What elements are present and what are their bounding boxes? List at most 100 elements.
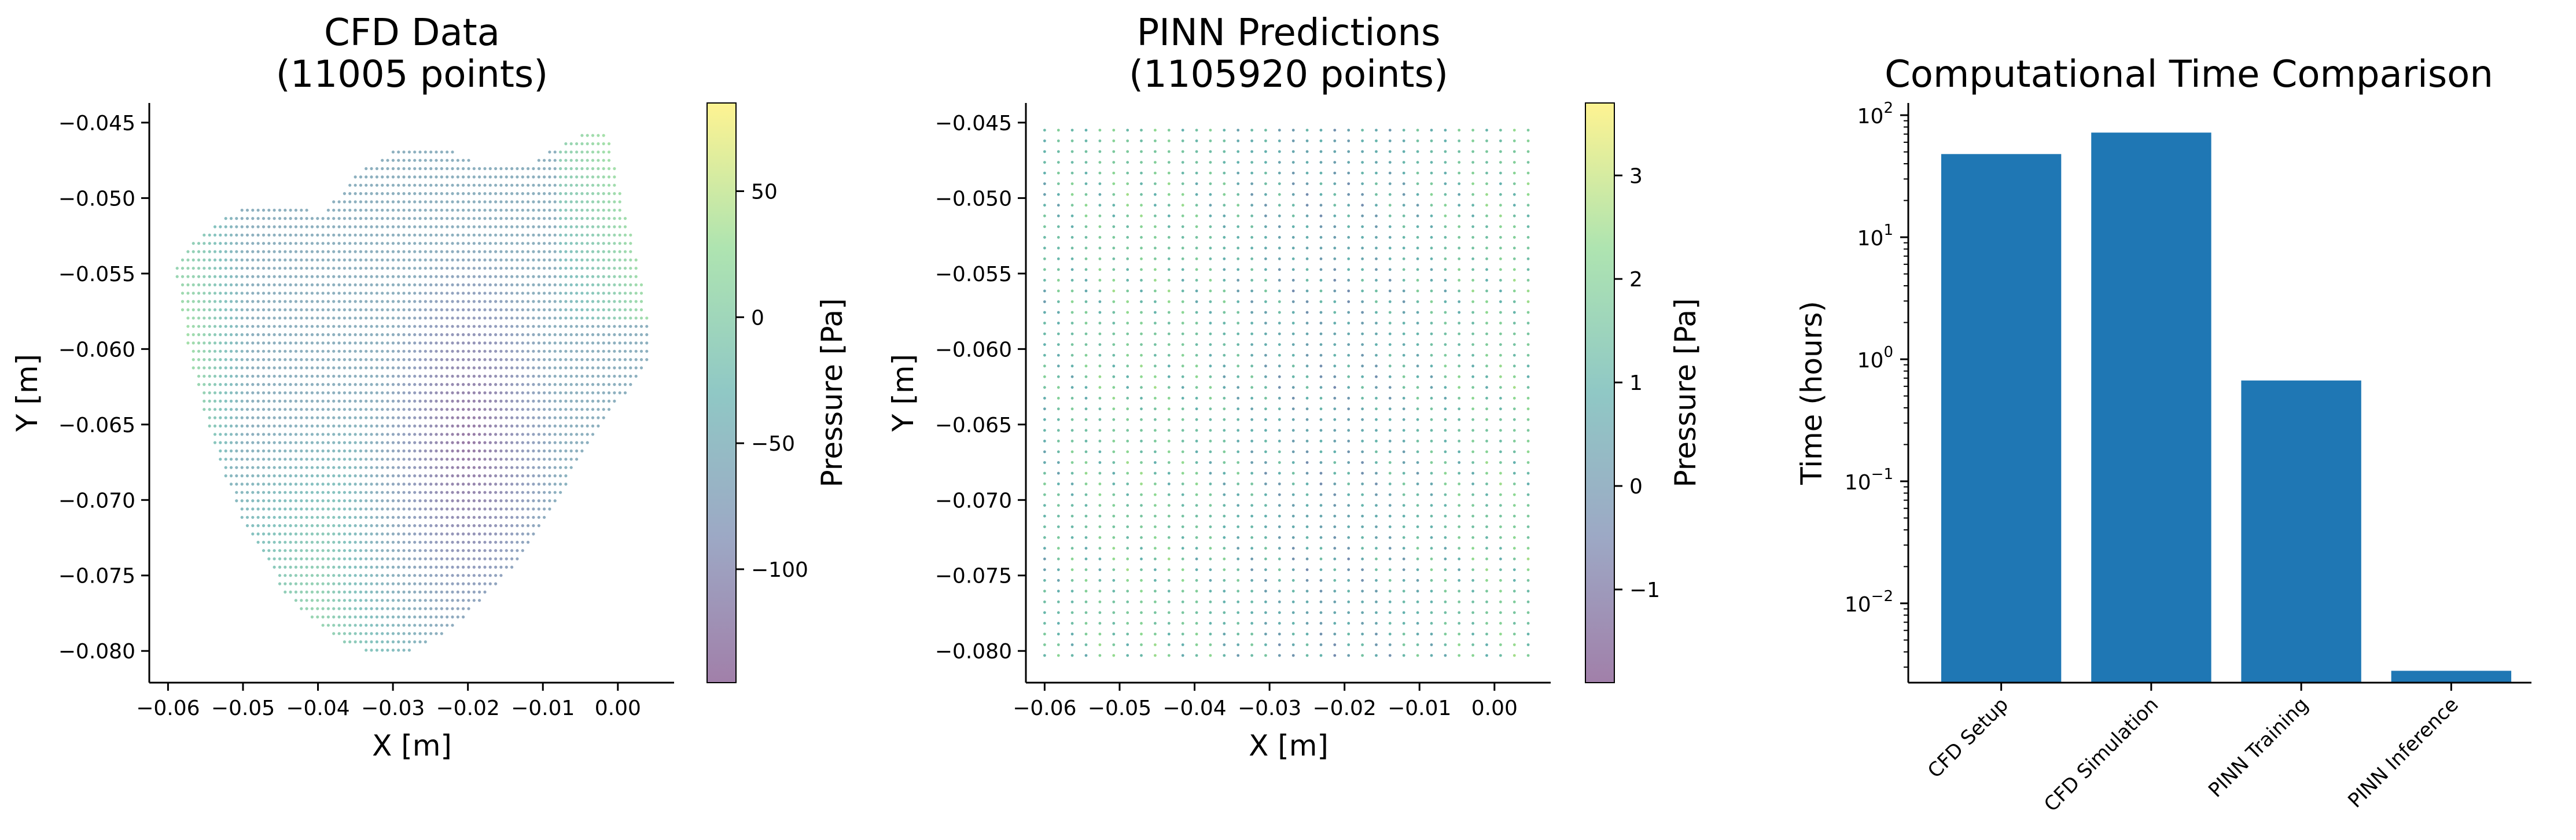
cfd-point	[310, 358, 314, 362]
cfd-point	[575, 408, 579, 411]
pinn-point	[1070, 536, 1074, 539]
pinn-point	[1140, 353, 1143, 357]
pinn-point	[1305, 429, 1309, 432]
cfd-point	[375, 640, 379, 644]
cfd-point	[235, 242, 238, 245]
cfd-point	[294, 333, 297, 337]
cfd-point	[456, 482, 459, 486]
pinn-point	[1140, 375, 1143, 378]
cfd-point	[510, 399, 514, 403]
cfd-point	[467, 491, 470, 494]
cfd-point	[343, 441, 347, 444]
cfd-point	[386, 258, 389, 261]
cfd-point	[451, 624, 454, 627]
cfd-point	[370, 549, 373, 552]
cfd-point	[602, 208, 605, 212]
pinn-point	[1070, 482, 1074, 485]
pinn-point	[1319, 536, 1323, 539]
pinn-point	[1084, 268, 1088, 271]
cfd-point	[564, 316, 568, 320]
cfd-point	[321, 474, 325, 478]
cfd-point	[397, 159, 400, 162]
cfd-point	[569, 150, 573, 154]
cfd-point	[510, 441, 514, 444]
cfd-point	[240, 433, 244, 436]
cfd-point	[456, 200, 459, 204]
cfd-point	[375, 250, 379, 253]
pinn-point	[1112, 622, 1116, 625]
cfd-point	[413, 325, 417, 328]
cfd-point	[359, 267, 363, 270]
cfd-point	[245, 333, 249, 337]
cfd-point	[365, 574, 368, 577]
cfd-point	[532, 458, 535, 461]
cfd-point	[381, 449, 384, 453]
cfd-point	[613, 391, 616, 395]
cfd-point	[343, 540, 347, 544]
cfd-point	[203, 408, 206, 411]
cfd-point	[597, 366, 600, 370]
cfd-point	[273, 557, 276, 561]
cfd-point	[446, 615, 449, 619]
pinn-point	[1278, 375, 1281, 378]
pinn-point	[1057, 225, 1060, 229]
cfd-point	[418, 341, 422, 345]
cfd-point	[213, 358, 217, 362]
cfd-point	[435, 574, 438, 577]
cfd-point	[370, 208, 373, 212]
cfd-point	[483, 524, 487, 528]
cfd-point	[435, 466, 438, 469]
cfd-y-tick-label: −0.055	[58, 263, 135, 286]
cfd-point	[245, 491, 249, 494]
cfd-point	[326, 532, 330, 536]
pinn-point	[1305, 364, 1309, 368]
cfd-point	[418, 208, 422, 212]
cfd-point	[499, 424, 503, 428]
cfd-point	[510, 540, 514, 544]
pinn-point	[1167, 590, 1171, 593]
cfd-point	[483, 499, 487, 503]
cfd-point	[478, 599, 481, 602]
cfd-point	[424, 565, 427, 569]
cfd-point	[208, 325, 211, 328]
cfd-point	[569, 192, 573, 196]
cfd-point	[516, 341, 519, 345]
cfd-point	[229, 333, 233, 337]
cfd-point	[235, 474, 238, 478]
cfd-point	[559, 292, 562, 295]
pinn-point	[1181, 279, 1184, 282]
cfd-point	[316, 225, 319, 229]
pinn-point	[1154, 654, 1157, 657]
cfd-point	[213, 374, 217, 378]
cfd-point	[494, 449, 498, 453]
cfd-point	[278, 391, 282, 395]
cfd-point	[365, 540, 368, 544]
cfd-point	[418, 582, 422, 585]
cfd-point	[521, 175, 524, 179]
cfd-point	[370, 399, 373, 403]
pinn-point	[1237, 375, 1240, 378]
pinn-point	[1223, 375, 1226, 378]
cfd-point	[321, 366, 325, 370]
pinn-point	[1250, 514, 1254, 518]
pinn-point	[1098, 568, 1102, 572]
cfd-point	[478, 183, 481, 187]
cfd-point	[429, 507, 433, 511]
pinn-point	[1278, 600, 1281, 603]
cfd-point	[332, 208, 336, 212]
pinn-point	[1319, 225, 1323, 229]
cfd-point	[278, 482, 282, 486]
cfd-point	[359, 540, 363, 544]
cfd-point	[462, 582, 465, 585]
cfd-point	[591, 292, 595, 295]
cfd-point	[440, 424, 443, 428]
cfd-point	[413, 515, 417, 519]
cfd-point	[219, 250, 222, 253]
cfd-point	[586, 424, 589, 428]
cfd-point	[575, 250, 579, 253]
cfd-point	[548, 167, 551, 171]
cfd-point	[467, 349, 470, 353]
cfd-point	[294, 482, 297, 486]
cfd-point	[337, 200, 341, 204]
cfd-point	[348, 499, 352, 503]
